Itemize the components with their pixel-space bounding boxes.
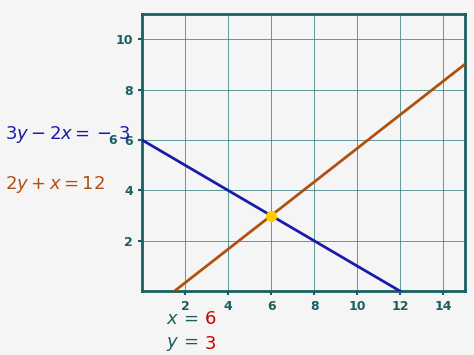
Text: 6: 6: [109, 133, 117, 147]
Text: $y\,=\,$: $y\,=\,$: [166, 335, 199, 353]
Text: $x\,=\,$: $x\,=\,$: [166, 311, 199, 328]
Text: $6$: $6$: [204, 311, 216, 328]
Text: $3$: $3$: [204, 335, 216, 353]
Text: $2y + x = 12$: $2y + x = 12$: [5, 174, 105, 195]
Text: $3y - 2x = -\,3$: $3y - 2x = -\,3$: [5, 124, 130, 146]
